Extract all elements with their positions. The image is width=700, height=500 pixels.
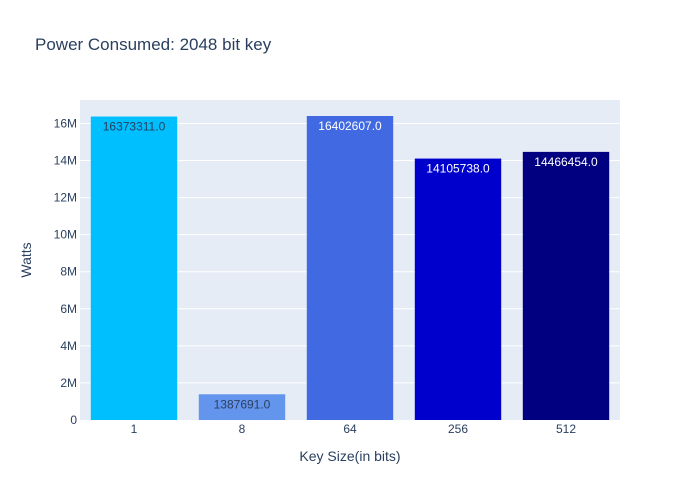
data-labels: 16373311.0 1387691.0 16402607.0 14105738.0 1… [103, 119, 598, 411]
x-axis-title: Key Size(in bits) [299, 448, 400, 464]
bar-64 [306, 116, 394, 420]
y-tick-label: 8M [60, 265, 77, 279]
bars [90, 116, 610, 420]
bar-value-label: 1387691.0 [214, 397, 271, 411]
x-tick-label: 8 [239, 422, 246, 436]
y-axis-ticks: 0 2M 4M 6M 8M 10M 12M 14M 16M [54, 116, 78, 427]
bar-value-label: 16373311.0 [103, 120, 166, 134]
y-tick-label: 10M [54, 228, 77, 242]
bar-value-label: 14466454.0 [534, 155, 598, 169]
y-tick-label: 0 [70, 413, 77, 427]
bar-1 [90, 116, 178, 420]
bar-value-label: 16402607.0 [318, 119, 382, 133]
bar-256 [414, 158, 502, 420]
y-tick-label: 14M [54, 154, 77, 168]
y-tick-label: 2M [60, 376, 77, 390]
x-tick-label: 1 [131, 422, 138, 436]
chart-title: Power Consumed: 2048 bit key [35, 35, 272, 54]
y-tick-label: 4M [60, 339, 77, 353]
y-tick-label: 16M [54, 116, 77, 130]
y-axis-title: Watts [18, 242, 34, 277]
x-tick-label: 64 [343, 422, 357, 436]
x-tick-label: 256 [448, 422, 468, 436]
x-axis-ticks: 1 8 64 256 512 [131, 422, 577, 436]
y-tick-label: 6M [60, 302, 77, 316]
x-tick-label: 512 [556, 422, 576, 436]
bar-512 [522, 151, 610, 420]
bar-8 [198, 394, 286, 420]
bar-value-label: 14105738.0 [426, 162, 490, 176]
y-tick-label: 12M [54, 191, 77, 205]
